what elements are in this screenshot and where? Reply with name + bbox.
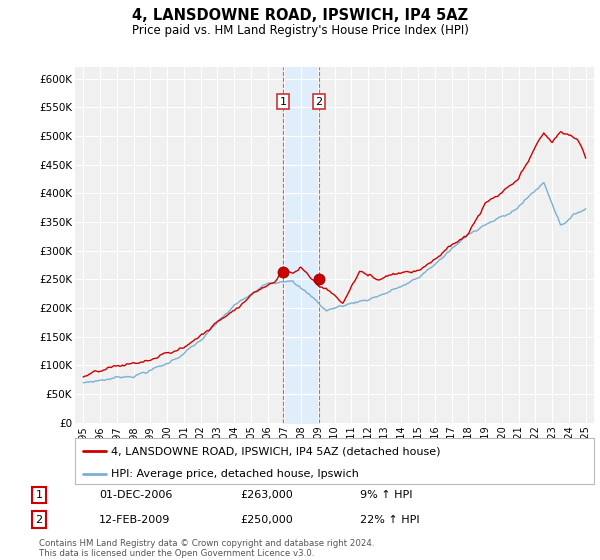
Text: HPI: Average price, detached house, Ipswich: HPI: Average price, detached house, Ipsw… [112,469,359,479]
Text: 9% ↑ HPI: 9% ↑ HPI [360,490,413,500]
Text: 2: 2 [35,515,43,525]
Text: £263,000: £263,000 [240,490,293,500]
Text: 1: 1 [35,490,43,500]
Text: 1: 1 [280,97,286,106]
Text: 2: 2 [316,97,323,106]
Text: 01-DEC-2006: 01-DEC-2006 [99,490,172,500]
Text: 4, LANSDOWNE ROAD, IPSWICH, IP4 5AZ (detached house): 4, LANSDOWNE ROAD, IPSWICH, IP4 5AZ (det… [112,446,441,456]
Text: Price paid vs. HM Land Registry's House Price Index (HPI): Price paid vs. HM Land Registry's House … [131,24,469,36]
Text: Contains HM Land Registry data © Crown copyright and database right 2024.
This d: Contains HM Land Registry data © Crown c… [39,539,374,558]
Text: 22% ↑ HPI: 22% ↑ HPI [360,515,419,525]
Text: £250,000: £250,000 [240,515,293,525]
Text: 4, LANSDOWNE ROAD, IPSWICH, IP4 5AZ: 4, LANSDOWNE ROAD, IPSWICH, IP4 5AZ [132,8,468,24]
Text: 12-FEB-2009: 12-FEB-2009 [99,515,170,525]
